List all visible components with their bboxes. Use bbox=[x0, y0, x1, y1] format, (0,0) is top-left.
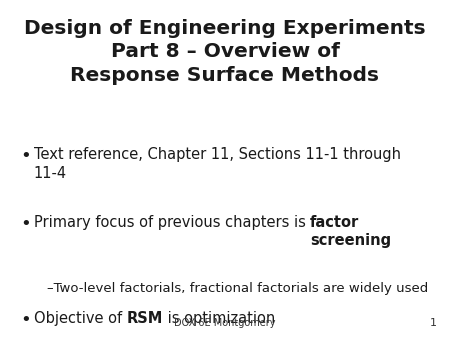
Text: RSM: RSM bbox=[126, 311, 163, 326]
Text: Text reference, Chapter 11, Sections 11-1 through
11-4: Text reference, Chapter 11, Sections 11-… bbox=[34, 147, 401, 180]
Text: –Two-level factorials, fractional factorials are widely used: –Two-level factorials, fractional factor… bbox=[47, 282, 428, 295]
Text: is optimization: is optimization bbox=[163, 311, 275, 326]
Text: Design of Engineering Experiments
Part 8 – Overview of
Response Surface Methods: Design of Engineering Experiments Part 8… bbox=[24, 19, 426, 84]
Text: Objective of: Objective of bbox=[34, 311, 126, 326]
Text: •: • bbox=[20, 311, 31, 329]
Text: DOX 6E Montgomery: DOX 6E Montgomery bbox=[174, 318, 276, 328]
Text: Primary focus of previous chapters is: Primary focus of previous chapters is bbox=[34, 215, 310, 230]
Text: •: • bbox=[20, 215, 31, 233]
Text: 1: 1 bbox=[429, 318, 436, 328]
Text: •: • bbox=[20, 147, 31, 165]
Text: factor
screening: factor screening bbox=[310, 215, 392, 248]
